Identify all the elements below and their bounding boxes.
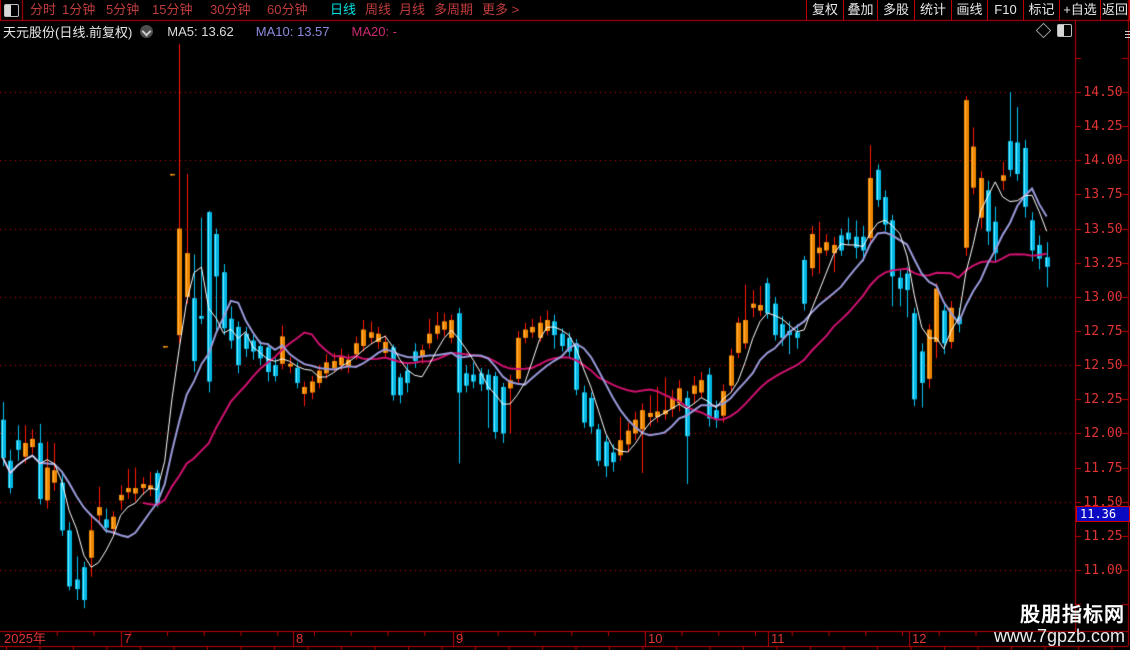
tab-30min[interactable]: 30分钟 [210, 2, 251, 17]
month-tick-label: 10 [648, 631, 663, 646]
price-tick-label: 12.25 [1083, 392, 1123, 408]
btn-overlay[interactable]: 叠加 [843, 0, 877, 20]
price-tick-label: 12.00 [1083, 426, 1123, 442]
price-tick-label: 12.75 [1083, 323, 1123, 339]
price-tick-label: 13.00 [1083, 289, 1123, 305]
month-tick-label: 11 [771, 631, 785, 646]
price-tick-label: 13.25 [1083, 255, 1123, 271]
watermark: 股朋指标网 www.7gpzb.com [994, 604, 1125, 647]
ma5-readout: MA5: 13.62 [167, 23, 234, 39]
price-tick-label: 14.50 [1083, 85, 1123, 100]
tab-fenshi[interactable]: 分时 [30, 2, 57, 17]
tab-60min[interactable]: 60分钟 [267, 2, 308, 17]
split-screen-icon[interactable] [1057, 24, 1072, 37]
price-marker-badge: 11.36 [1076, 505, 1130, 522]
btn-multi-stock[interactable]: 多股 [877, 0, 914, 20]
layout-split-button[interactable] [0, 0, 22, 20]
panel-grip-icon[interactable] [1125, 29, 1130, 40]
split-screen-icon [4, 4, 19, 17]
month-tick-label: 7 [124, 631, 132, 646]
toolbar-right: 复权 叠加 多股 统计 画线 F10 标记 +自选 返回 [806, 0, 1130, 20]
month-tick-label: 2025年 [4, 631, 46, 646]
price-tick-label: 13.50 [1083, 221, 1123, 237]
tab-monthly[interactable]: 月线 [399, 2, 426, 17]
btn-draw-line[interactable]: 画线 [951, 0, 987, 20]
btn-back[interactable]: 返回 [1100, 0, 1130, 20]
month-tick-label: 12 [912, 631, 927, 646]
chart-title-row: 天元股份(日线.前复权) MA5: 13.62 MA10: 13.57 MA20… [3, 22, 397, 40]
tab-daily[interactable]: 日线 [330, 2, 357, 17]
tab-more[interactable]: 更多 > [482, 2, 520, 17]
ma20-readout: MA20: - [351, 23, 398, 39]
price-tick-label: 14.00 [1083, 153, 1123, 169]
price-tick-label: 11.00 [1083, 562, 1123, 578]
tab-1min[interactable]: 1分钟 [62, 2, 96, 17]
chevron-down-icon[interactable] [140, 24, 154, 38]
btn-add-watchlist[interactable]: +自选 [1059, 0, 1100, 20]
tab-15min[interactable]: 15分钟 [152, 2, 193, 17]
month-tick-label: 9 [456, 631, 464, 646]
price-tick-label: 11.75 [1083, 460, 1123, 476]
tab-5min[interactable]: 5分钟 [106, 2, 140, 17]
price-tick-label: 12.50 [1083, 358, 1123, 374]
btn-mark[interactable]: 标记 [1023, 0, 1059, 20]
ma10-readout: MA10: 13.57 [255, 23, 330, 39]
tab-multi-period[interactable]: 多周期 [434, 2, 474, 17]
watermark-site-name: 股朋指标网 [1020, 604, 1125, 626]
price-tick-label: 11.25 [1083, 528, 1123, 544]
symbol-title: 天元股份(日线.前复权) [3, 24, 133, 40]
price-tick-label: 14.25 [1083, 119, 1123, 135]
month-tick-label: 8 [296, 631, 304, 646]
watermark-url: www.7gpzb.com [993, 626, 1125, 646]
tab-weekly[interactable]: 周线 [365, 2, 392, 17]
btn-adjust[interactable]: 复权 [806, 0, 843, 20]
price-tick-label: 13.75 [1083, 187, 1123, 203]
btn-statistics[interactable]: 统计 [914, 0, 951, 20]
btn-f10[interactable]: F10 [987, 0, 1023, 20]
